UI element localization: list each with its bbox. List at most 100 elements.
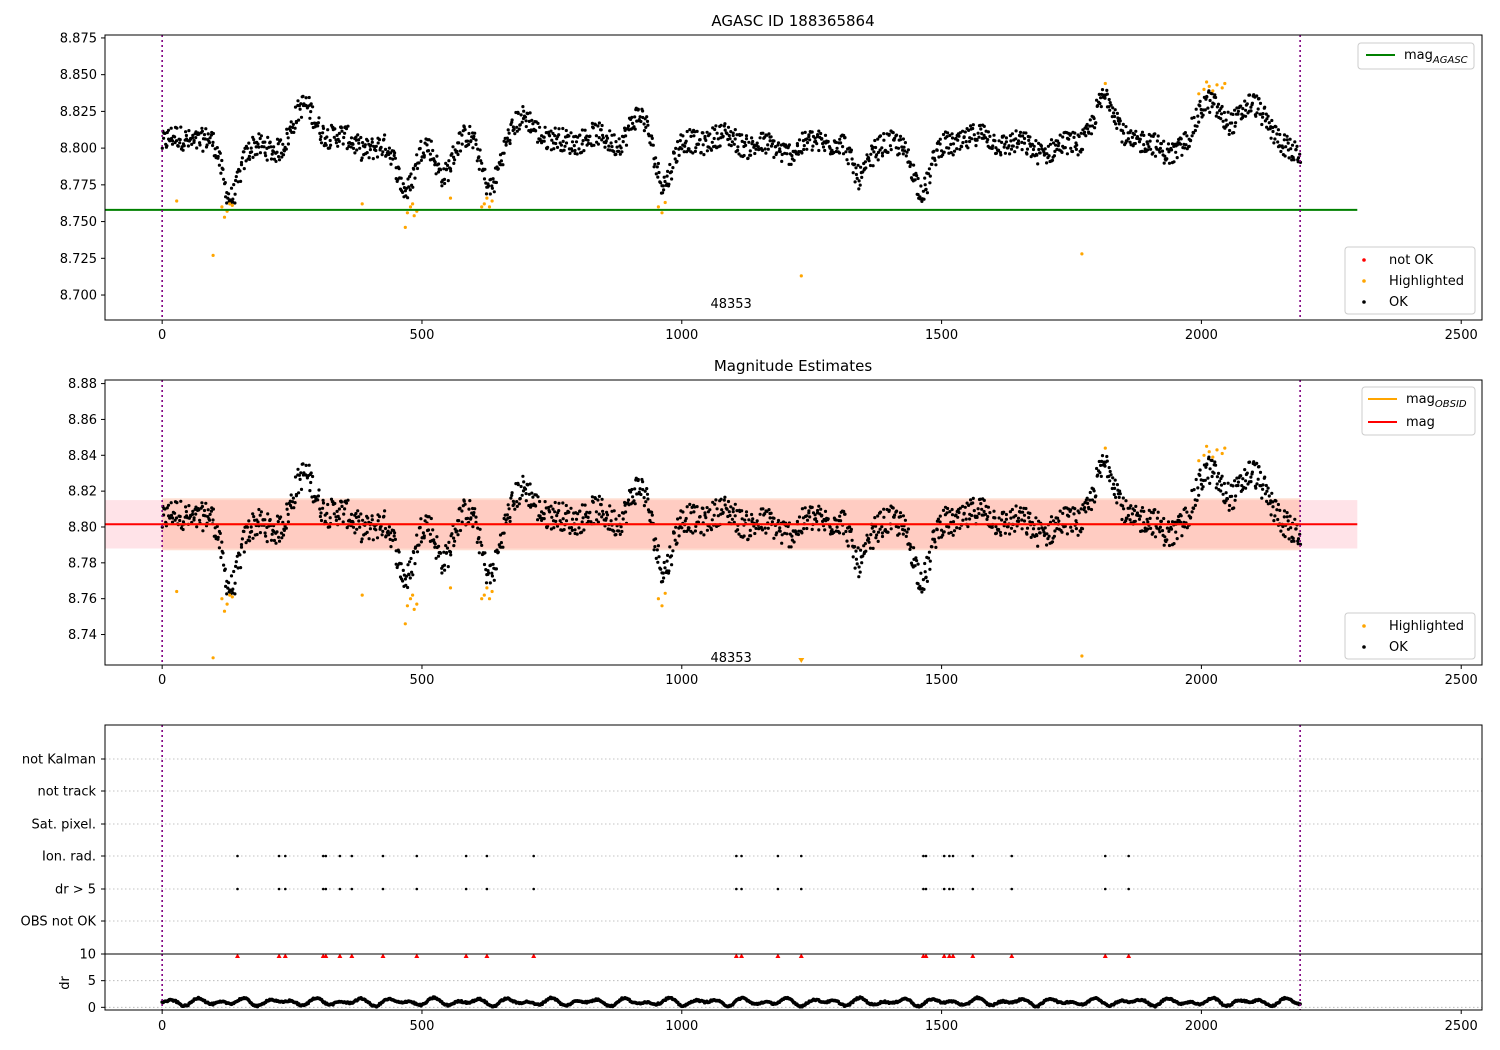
flag-label: Sat. pixel.: [32, 818, 96, 833]
ok-point: [1219, 483, 1224, 487]
ok-point: [209, 509, 213, 513]
ok-point: [496, 167, 500, 171]
ok-point: [247, 141, 251, 145]
ok-point: [1159, 142, 1163, 146]
ok-point: [1014, 514, 1018, 518]
ok-point: [760, 148, 765, 153]
ok-point: [462, 499, 466, 503]
ok-point: [1140, 529, 1144, 533]
ok-point: [229, 574, 234, 578]
ok-point: [743, 518, 747, 522]
ok-point: [1085, 496, 1089, 500]
ok-point: [374, 144, 378, 148]
ok-point: [575, 152, 579, 156]
ok-point: [487, 184, 491, 188]
ok-point: [170, 520, 175, 524]
ok-point: [1185, 526, 1189, 530]
ok-point: [367, 156, 371, 160]
ok-point: [415, 533, 419, 537]
ok-point: [665, 559, 669, 563]
flag-event: [277, 887, 281, 891]
ok-point: [270, 152, 274, 156]
ok-point: [661, 571, 665, 575]
ok-point: [916, 582, 920, 586]
ok-point: [1114, 495, 1118, 499]
ok-point: [630, 487, 634, 492]
ok-point: [1261, 487, 1265, 491]
ok-point: [867, 159, 871, 163]
highlighted-point: [480, 205, 484, 209]
flag-event: [1127, 854, 1130, 858]
ok-point: [349, 512, 354, 517]
ok-point: [455, 149, 459, 154]
ok-point: [837, 531, 842, 535]
ok-point: [599, 128, 603, 132]
ok-point: [488, 581, 492, 585]
ok-point: [733, 137, 737, 141]
ok-point: [908, 542, 912, 547]
ok-point: [732, 520, 736, 525]
ok-point: [429, 516, 433, 521]
ok-point: [652, 548, 656, 552]
ok-point: [208, 136, 212, 140]
highlighted-point: [175, 199, 179, 203]
ok-point: [1099, 474, 1103, 478]
ok-point: [1095, 466, 1099, 471]
ok-point: [963, 505, 967, 509]
ok-point: [1201, 485, 1205, 489]
ok-point: [1261, 112, 1265, 116]
ok-point: [899, 515, 903, 519]
ok-point: [523, 115, 528, 119]
ok-point: [570, 517, 575, 521]
highlighted-point: [448, 196, 453, 200]
ok-point: [1158, 525, 1162, 529]
highlighted-point: [1080, 654, 1084, 658]
ok-point: [725, 132, 729, 136]
ok-point: [999, 153, 1003, 157]
ok-point: [608, 527, 612, 532]
ok-point: [961, 141, 965, 145]
ok-point: [1225, 497, 1230, 501]
ok-point: [1219, 112, 1224, 116]
flag-label: Ion. rad.: [42, 850, 96, 865]
ok-point: [281, 520, 285, 524]
ok-point: [1276, 517, 1280, 522]
ok-point: [701, 143, 705, 147]
ok-point: [496, 550, 500, 554]
x-tick-label: 1500: [925, 328, 958, 343]
ok-point: [194, 512, 198, 516]
ok-point: [574, 517, 579, 521]
ok-point: [191, 509, 195, 513]
ok-point: [859, 548, 863, 552]
ok-point: [171, 139, 175, 143]
ok-point: [972, 133, 976, 137]
highlighted-point: [1223, 446, 1227, 450]
ok-point: [1003, 531, 1008, 535]
ok-point: [767, 132, 771, 136]
ok-point: [269, 145, 273, 149]
ok-point: [1226, 481, 1230, 485]
ok-point: [417, 161, 421, 165]
ok-point: [941, 132, 946, 137]
ok-point: [460, 520, 464, 524]
ok-point: [359, 512, 363, 516]
ok-point: [336, 144, 340, 148]
ok-point: [685, 129, 689, 134]
ok-point: [1244, 486, 1248, 490]
ok-point: [219, 171, 223, 175]
dr-axis-label: dr: [58, 976, 73, 990]
ok-point: [1160, 529, 1165, 533]
ok-point: [930, 545, 934, 549]
ok-point: [696, 142, 701, 146]
y-tick-label: 8.74: [68, 628, 97, 643]
highlighted-point: [1103, 81, 1107, 86]
ok-point: [985, 517, 989, 522]
ok-point: [382, 137, 386, 141]
ok-point: [433, 542, 437, 546]
ok-point: [1185, 510, 1189, 514]
ok-point: [585, 134, 589, 138]
ok-point: [805, 526, 809, 531]
ok-point: [1153, 154, 1158, 158]
ok-point: [1265, 117, 1269, 121]
ok-point: [763, 526, 767, 530]
